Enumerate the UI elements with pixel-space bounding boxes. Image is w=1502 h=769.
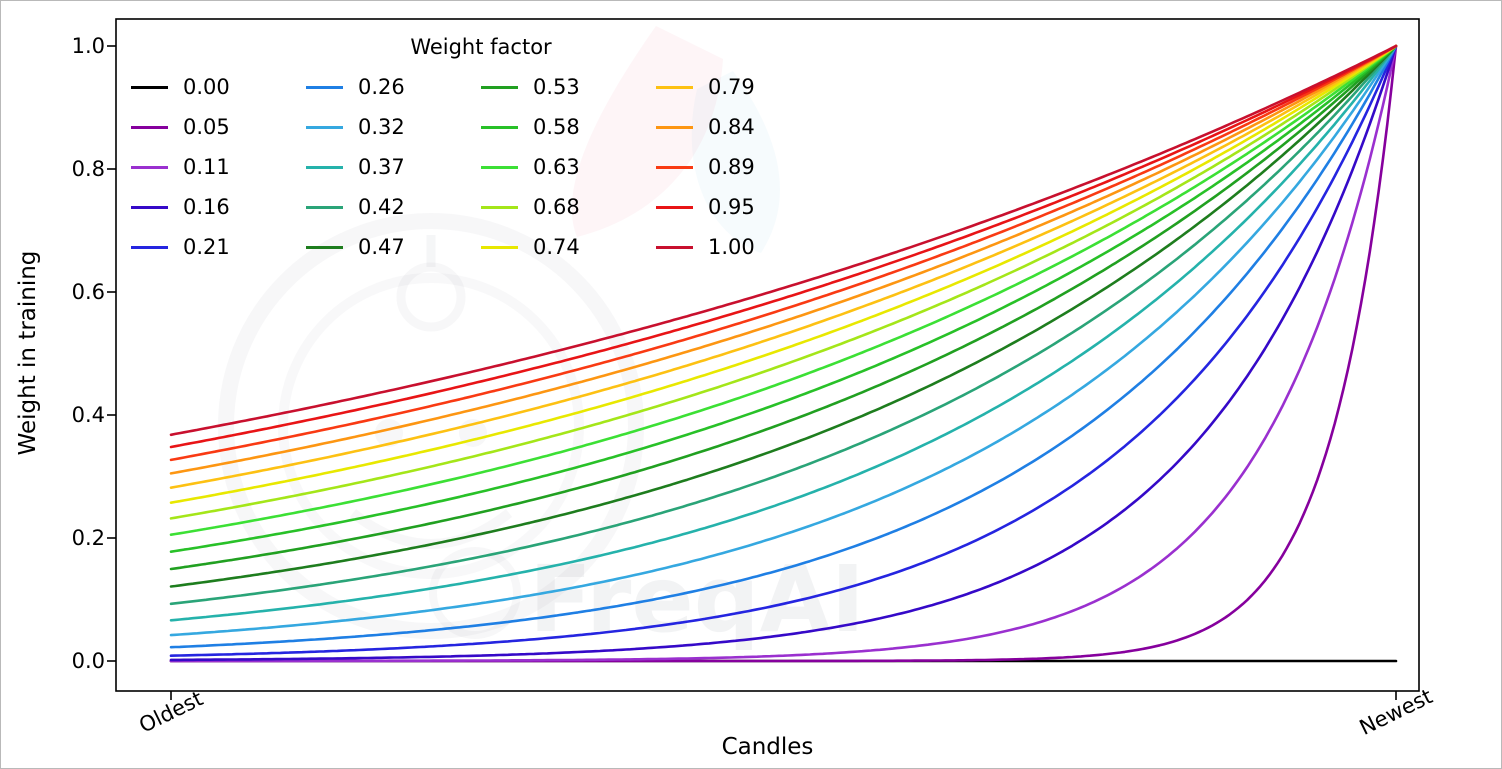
legend-item: 0.21 [131,235,306,259]
legend-label: 0.74 [533,235,580,259]
series-line-0.95 [169,44,1398,449]
watermark-eye-left [375,419,403,447]
series-line-0.58 [169,44,1398,554]
y-tick-label: 1.0 [71,34,105,58]
legend-item: 0.16 [131,195,306,219]
legend-swatch [131,165,168,169]
y-tick-label: 0.0 [71,649,105,673]
x-axis-label: Candles [721,734,814,760]
legend-label: 0.00 [183,75,230,99]
legend-swatch [306,245,343,249]
legend-label: 0.32 [358,115,405,139]
y-tick-label: 0.6 [71,280,105,304]
legend-swatch [656,245,693,249]
legend-item: 0.00 [131,75,306,99]
legend-swatch [656,85,693,89]
legend-item: 0.32 [306,115,481,139]
legend-item: 0.11 [131,155,306,179]
legend-swatch [131,205,168,209]
legend-item: 0.95 [656,195,831,219]
legend-label: 0.47 [358,235,405,259]
legend-swatch [306,165,343,169]
series-line-0.89 [169,44,1398,462]
legend-label: 0.58 [533,115,580,139]
series-line-0.42 [169,44,1398,606]
legend-swatch [131,85,168,89]
legend-label: 0.53 [533,75,580,99]
series-line-1.00 [169,44,1398,437]
legend-grid: 0.00 0.05 0.11 0.16 0.21 0.26 0.32 0.37 0.42 0.47… [131,67,831,267]
legend-item: 0.42 [306,195,481,219]
legend-label: 0.26 [358,75,405,99]
legend-label: 0.11 [183,155,230,179]
watermark-leaf-blue [691,71,780,253]
y-tick-label: 0.4 [71,403,105,427]
legend-label: 0.16 [183,195,230,219]
series-line-0.26 [169,44,1398,649]
y-axis-label: Weight in training [15,250,41,456]
legend-item: 0.05 [131,115,306,139]
legend-swatch [131,125,168,129]
legend-item: 0.84 [656,115,831,139]
legend-item: 0.53 [481,75,656,99]
legend-item: 0.58 [481,115,656,139]
plot-border [115,18,1420,692]
series-line-0.63 [169,44,1398,537]
legend: Weight factor 0.00 0.05 0.11 0.16 0.21 0.26 0.… [131,35,831,267]
legend-swatch [481,125,518,129]
legend-label: 1.00 [708,235,755,259]
legend-item: 1.00 [656,235,831,259]
legend-label: 0.79 [708,75,755,99]
series-line-0.53 [169,44,1398,571]
watermark-leaf-pink [571,26,723,237]
legend-item: 0.26 [306,75,481,99]
legend-swatch [481,205,518,209]
legend-label: 0.42 [358,195,405,219]
legend-item: 0.63 [481,155,656,179]
y-tick-label: 0.8 [71,157,105,181]
legend-label: 0.63 [533,155,580,179]
legend-title: Weight factor [410,35,552,59]
legend-swatch [306,205,343,209]
legend-item: 0.89 [656,155,831,179]
series-line-0.21 [169,44,1398,658]
series-line-0.32 [169,44,1398,637]
legend-label: 0.68 [533,195,580,219]
series-line-0.74 [169,44,1398,505]
legend-item: 0.79 [656,75,831,99]
legend-item: 0.68 [481,195,656,219]
watermark-crown-circle [396,262,466,332]
legend-swatch [131,245,168,249]
legend-item: 0.47 [306,235,481,259]
legend-label: 0.37 [358,155,405,179]
legend-swatch [481,85,518,89]
series-line-0.68 [169,44,1398,520]
legend-swatch [481,245,518,249]
legend-swatch [481,165,518,169]
legend-label: 0.89 [708,155,755,179]
legend-swatch [656,165,693,169]
series-line-0.79 [169,44,1398,490]
legend-label: 0.95 [708,195,755,219]
legend-label: 0.84 [708,115,755,139]
series-line-0.16 [169,44,1398,662]
legend-swatch [656,205,693,209]
legend-label: 0.05 [183,115,230,139]
series-line-0.11 [169,44,1398,663]
series-line-0.47 [169,44,1398,588]
series-line-0.37 [169,44,1398,622]
watermark-small-ring [429,547,521,639]
legend-item: 0.37 [306,155,481,179]
legend-swatch [306,125,343,129]
legend-swatch [656,125,693,129]
legend-item: 0.74 [481,235,656,259]
legend-label: 0.21 [183,235,230,259]
legend-swatch [306,85,343,89]
y-tick-label: 0.2 [71,526,105,550]
series-line-0.84 [169,44,1398,475]
